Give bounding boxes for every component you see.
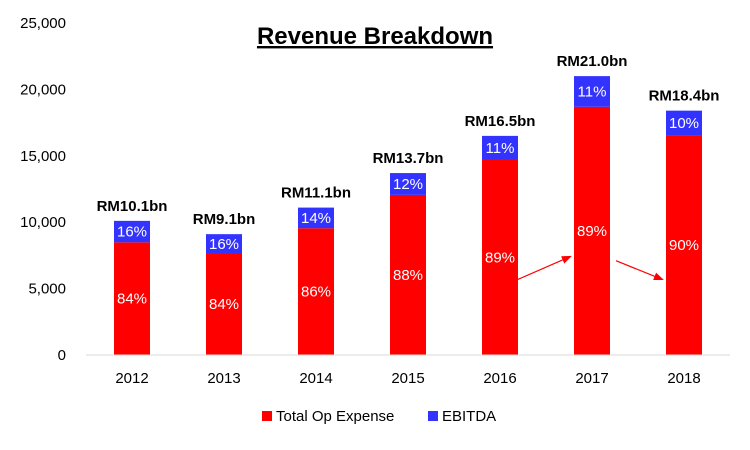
chart-title: Revenue Breakdown bbox=[257, 23, 493, 50]
total-label: RM21.0bn bbox=[557, 53, 628, 70]
segment-label: 11% bbox=[486, 140, 515, 157]
bar-op-expense bbox=[574, 106, 610, 355]
segment-label: 12% bbox=[393, 176, 423, 193]
legend-label: Total Op Expense bbox=[276, 408, 394, 425]
y-tick-label: 15,000 bbox=[20, 148, 66, 165]
bar-ebitda bbox=[206, 234, 242, 254]
segment-label: 90% bbox=[669, 237, 699, 254]
x-tick-label: 2016 bbox=[483, 370, 516, 387]
y-tick-label: 20,000 bbox=[20, 81, 66, 98]
total-label: RM10.1bn bbox=[97, 198, 168, 215]
total-label: RM16.5bn bbox=[465, 113, 536, 130]
total-label: RM11.1bn bbox=[281, 185, 351, 202]
total-label: RM13.7bn bbox=[373, 150, 444, 167]
trend-arrow bbox=[615, 260, 664, 281]
y-tick-label: 10,000 bbox=[20, 214, 66, 231]
bar-ebitda bbox=[482, 135, 518, 160]
segment-label: 86% bbox=[301, 284, 331, 301]
total-label: RM9.1bn bbox=[193, 211, 256, 228]
segment-label: 89% bbox=[577, 223, 607, 240]
bar-op-expense bbox=[298, 228, 334, 355]
y-tick-label: 25,000 bbox=[20, 15, 66, 32]
trend-arrow bbox=[505, 255, 572, 286]
y-tick-label: 5,000 bbox=[28, 281, 66, 298]
bar-op-expense bbox=[206, 253, 242, 355]
bar-ebitda bbox=[114, 220, 150, 243]
bar-op-expense bbox=[390, 194, 426, 355]
segment-label: 88% bbox=[393, 267, 423, 284]
bar-ebitda bbox=[666, 110, 702, 136]
bar-ebitda bbox=[574, 76, 610, 107]
legend: Total Op Expense EBITDA bbox=[262, 408, 496, 425]
annotations bbox=[505, 255, 664, 286]
legend-swatch-op-expense bbox=[262, 411, 272, 421]
x-tick-label: 2018 bbox=[667, 370, 700, 387]
segment-label: 16% bbox=[117, 224, 147, 241]
bar-op-expense bbox=[114, 242, 150, 355]
segment-label: 14% bbox=[301, 210, 331, 227]
x-tick-label: 2017 bbox=[575, 370, 608, 387]
bar-ebitda bbox=[390, 173, 426, 195]
legend-swatch-ebitda bbox=[428, 411, 438, 421]
segment-label: 16% bbox=[209, 236, 239, 253]
bar-op-expense bbox=[482, 159, 518, 355]
legend-label: EBITDA bbox=[442, 408, 496, 425]
x-axis: 2012 2013 2014 2015 2016 2017 2018 bbox=[86, 354, 730, 387]
segment-label: 89% bbox=[485, 249, 515, 266]
bar-ebitda bbox=[298, 207, 334, 229]
segment-label: 84% bbox=[117, 291, 147, 308]
bar-op-expense bbox=[666, 135, 702, 355]
segment-label: 84% bbox=[209, 296, 239, 313]
y-axis: 0 5,000 10,000 15,000 20,000 25,000 bbox=[20, 15, 66, 364]
x-tick-label: 2014 bbox=[299, 370, 332, 387]
bars: 84% 16% RM10.1bn 84% 16% RM9.1bn 86% 14% RM11.1b… bbox=[97, 53, 720, 355]
x-tick-label: 2015 bbox=[391, 370, 424, 387]
x-tick-label: 2013 bbox=[207, 370, 240, 387]
segment-label: 11% bbox=[578, 83, 607, 100]
x-tick-label: 2012 bbox=[115, 370, 148, 387]
segment-label: 10% bbox=[669, 115, 699, 132]
total-label: RM18.4bn bbox=[649, 88, 720, 105]
y-tick-label: 0 bbox=[58, 347, 66, 364]
